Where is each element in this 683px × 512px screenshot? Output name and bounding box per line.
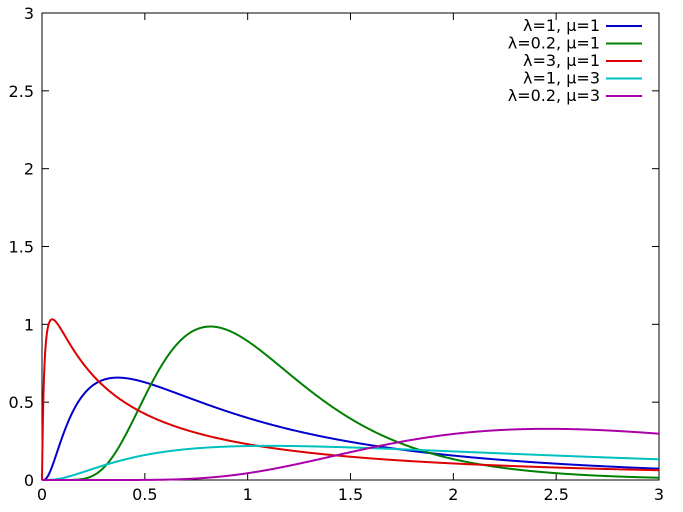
legend-label: λ=1, μ=3 (523, 69, 600, 88)
y-tick-label: 1 (24, 315, 34, 334)
legend-label: λ=0.2, μ=3 (508, 86, 600, 105)
x-tick-label: 2 (448, 485, 458, 504)
y-tick-label: 0.5 (9, 393, 34, 412)
series-line-2 (41, 325, 660, 481)
y-tick-label: 3 (24, 4, 34, 23)
series-line-5 (41, 427, 660, 481)
x-tick-label: 0.5 (132, 485, 157, 504)
series-line-1 (41, 376, 660, 481)
series-line-3 (41, 318, 660, 481)
x-tick-label: 2.5 (543, 485, 568, 504)
x-tick-label: 0 (37, 485, 47, 504)
legend-label: λ=1, μ=1 (523, 16, 600, 35)
series-line-4 (41, 444, 660, 481)
legend-label: λ=3, μ=1 (523, 51, 600, 70)
plot-area (41, 12, 660, 481)
y-tick-label: 0 (24, 471, 34, 490)
y-tick-label: 1.5 (9, 238, 34, 257)
x-tick-label: 1.5 (338, 485, 363, 504)
y-tick-label: 2.5 (9, 82, 34, 101)
y-tick-label: 2 (24, 160, 34, 179)
x-tick-label: 1 (243, 485, 253, 504)
x-tick-label: 3 (654, 485, 664, 504)
legend-label: λ=0.2, μ=1 (508, 34, 600, 53)
